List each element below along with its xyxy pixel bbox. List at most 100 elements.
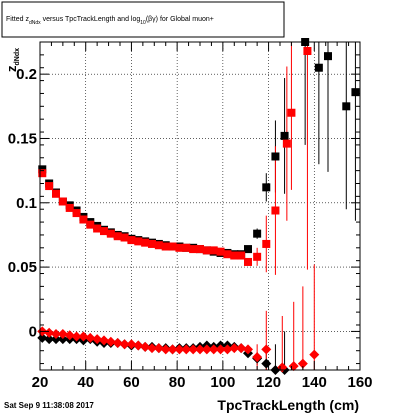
data-point-square bbox=[168, 242, 177, 251]
x-tick-label: 40 bbox=[77, 374, 94, 391]
data-point-diamond bbox=[147, 343, 157, 354]
data-point-diamond bbox=[78, 331, 89, 342]
data-point-diamond bbox=[309, 349, 320, 360]
data-point-diamond bbox=[222, 344, 233, 355]
data-point-square bbox=[196, 245, 204, 254]
data-point-diamond bbox=[229, 343, 240, 354]
data-point-square bbox=[287, 108, 296, 117]
title-box bbox=[1, 1, 285, 38]
data-point-square bbox=[216, 247, 225, 256]
data-point-square bbox=[79, 215, 88, 224]
error-bars bbox=[256, 42, 356, 370]
data-point-square bbox=[120, 233, 129, 242]
axes: 20 40 60 80 100 120 140 160 0 0.05 0.1 0.15 0.2 bbox=[8, 42, 373, 391]
data-point-square bbox=[189, 245, 198, 254]
data-point-square bbox=[324, 52, 332, 61]
data-point-square bbox=[262, 183, 271, 192]
data-point-diamond bbox=[252, 352, 263, 363]
y-tick-label: 0.2 bbox=[16, 66, 37, 83]
data-point-square bbox=[113, 232, 122, 241]
data-point-diamond bbox=[105, 336, 116, 347]
plot-frame bbox=[39, 41, 361, 371]
data-point-square bbox=[182, 243, 191, 252]
data-point-square bbox=[72, 209, 81, 218]
data-point-diamond bbox=[261, 344, 272, 355]
data-point-diamond bbox=[99, 335, 109, 346]
data-point-square bbox=[262, 239, 271, 248]
data-point-square bbox=[154, 241, 163, 250]
data-point-square bbox=[175, 243, 184, 252]
data-point-diamond bbox=[243, 344, 253, 355]
data-point-diamond bbox=[174, 344, 185, 355]
y-tick-label: 0.05 bbox=[8, 259, 37, 276]
y-axis-label: zdNdx bbox=[4, 48, 21, 72]
y-tick-label: 0.15 bbox=[8, 130, 37, 147]
data-point-square bbox=[106, 229, 115, 238]
x-axis-label: TpcTrackLength (cm) bbox=[217, 397, 359, 413]
x-tick-label: 120 bbox=[256, 374, 281, 391]
x-tick-label: 80 bbox=[169, 374, 186, 391]
data-point-square bbox=[271, 152, 280, 161]
data-point-diamond bbox=[153, 343, 164, 354]
data-point-diamond bbox=[64, 330, 75, 341]
data-point-square bbox=[148, 239, 156, 248]
data-point-square bbox=[65, 203, 74, 212]
data-point-diamond bbox=[140, 341, 151, 352]
timestamp: Sat Sep 9 11:38:08 2017 bbox=[4, 401, 94, 410]
data-point-diamond bbox=[57, 328, 68, 339]
data-point-square bbox=[161, 242, 170, 251]
data-point-square bbox=[58, 197, 67, 206]
data-point-square bbox=[38, 169, 47, 178]
y-tick-label: 0.1 bbox=[16, 195, 37, 212]
data-point-square bbox=[134, 237, 143, 246]
data-point-square bbox=[202, 246, 211, 255]
data-point-diamond bbox=[51, 334, 61, 345]
data-point-diamond bbox=[236, 343, 247, 354]
data-point-square bbox=[253, 252, 262, 261]
data-point-diamond bbox=[188, 344, 199, 355]
data-point-diamond bbox=[195, 344, 205, 355]
data-point-square bbox=[127, 236, 136, 245]
grid bbox=[40, 42, 360, 370]
data-point-square bbox=[230, 251, 239, 260]
data-point-square bbox=[52, 189, 60, 198]
x-tick-label: 100 bbox=[210, 374, 235, 391]
data-point-diamond bbox=[215, 344, 226, 355]
data-point-square bbox=[271, 206, 280, 215]
data-point-square bbox=[253, 229, 262, 238]
data-point-diamond bbox=[181, 344, 192, 355]
x-tick-label: 140 bbox=[302, 374, 327, 391]
data-point-diamond bbox=[160, 344, 171, 355]
data-point-square bbox=[100, 227, 108, 236]
data-point-square bbox=[93, 224, 102, 233]
data-point-diamond bbox=[57, 334, 68, 345]
data-point-diamond bbox=[126, 339, 137, 350]
data-point-square bbox=[237, 251, 246, 260]
data-point-square bbox=[280, 131, 289, 140]
data-point-square bbox=[45, 182, 54, 191]
data-point-square bbox=[86, 220, 95, 229]
data-point-diamond bbox=[44, 334, 55, 345]
data-point-diamond bbox=[44, 327, 55, 338]
data-point-diamond bbox=[119, 339, 130, 350]
data-point-diamond bbox=[201, 344, 212, 355]
data-point-diamond bbox=[112, 337, 123, 348]
data-point-diamond bbox=[208, 344, 219, 355]
data-point-diamond bbox=[133, 340, 144, 351]
data-point-square bbox=[141, 238, 150, 247]
data-point-square bbox=[282, 139, 291, 148]
data-point-square bbox=[223, 250, 232, 259]
data-point-square bbox=[303, 47, 312, 56]
data-point-square bbox=[342, 102, 351, 111]
data-point-diamond bbox=[85, 332, 96, 343]
data-point-diamond bbox=[261, 358, 272, 369]
x-tick-label: 20 bbox=[32, 374, 49, 391]
chart-title: Fitted zdNdx versus TpcTrackLength and l… bbox=[6, 16, 214, 26]
x-tick-label: 160 bbox=[347, 374, 372, 391]
data-point-diamond bbox=[71, 331, 82, 342]
data-point-diamond bbox=[297, 358, 308, 369]
data-point-diamond bbox=[51, 328, 61, 339]
x-tick-label: 60 bbox=[123, 374, 140, 391]
data-point-square bbox=[209, 246, 218, 255]
